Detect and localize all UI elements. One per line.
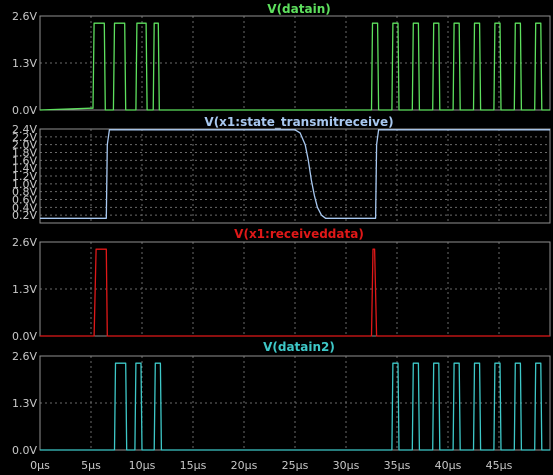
- y-tick-label: 2.4V: [12, 123, 37, 136]
- y-tick-label: 0.0V: [12, 104, 37, 117]
- x-tick-label: 10µs: [129, 459, 156, 472]
- x-tick-label: 15µs: [180, 459, 207, 472]
- y-tick-label: 1.8V: [12, 147, 37, 160]
- x-tick-label: 30µs: [333, 459, 360, 472]
- panel-datain: V(datain) 2.6V 1.3V 0.0V: [12, 2, 551, 117]
- x-tick-label: 25µs: [282, 459, 309, 472]
- y-tick-label: 2.6V: [12, 350, 37, 363]
- y-tick-labels: 2.4V2.2V2.0V1.8V1.6V1.4V1.2V1.0V0.8V0.6V…: [12, 123, 37, 222]
- y-tick-label: 2.6V: [12, 236, 37, 249]
- y-tick-label: 2.6V: [12, 10, 37, 23]
- y-tick-label: 0.6V: [12, 194, 37, 207]
- panel-state-transmitreceive: V(x1:state_transmitreceive) 2.4V2.2V2.0V…: [12, 115, 551, 224]
- x-tick-label: 20µs: [231, 459, 258, 472]
- y-tick-label: 2.2V: [12, 131, 37, 144]
- y-tick-labels: 2.6V 1.3V 0.0V: [12, 236, 37, 343]
- y-tick-labels: 2.6V 1.3V 0.0V: [12, 350, 37, 457]
- trace-line: [40, 362, 550, 451]
- trace-line: [40, 129, 550, 219]
- panel-receiveddata: V(x1:receiveddata) 2.6V 1.3V 0.0V: [12, 227, 551, 343]
- y-tick-labels: 2.6V 1.3V 0.0V: [12, 10, 37, 117]
- y-tick-label: 2.0V: [12, 139, 37, 152]
- y-tick-label: 1.6V: [12, 154, 37, 167]
- y-tick-label: 1.3V: [12, 57, 37, 70]
- y-tick-label: 0.0V: [12, 444, 37, 457]
- x-axis-tick-labels: 0µs 5µs 10µs 15µs 20µs 25µs 30µs 35µs 40µs 45µs: [30, 459, 512, 472]
- grid: [39, 128, 550, 223]
- y-tick-label: 0.2V: [12, 209, 37, 222]
- y-tick-label: 1.3V: [12, 283, 37, 296]
- y-tick-label: 1.4V: [12, 162, 37, 175]
- trace-title[interactable]: V(x1:state_transmitreceive): [204, 115, 393, 130]
- trace-title[interactable]: V(datain2): [263, 340, 335, 354]
- y-tick-label: 0.4V: [12, 201, 37, 214]
- trace-title[interactable]: V(x1:receiveddata): [234, 227, 364, 241]
- trace-line: [40, 248, 550, 337]
- x-tick-label: 0µs: [30, 459, 50, 472]
- y-tick-label: 1.3V: [12, 397, 37, 410]
- y-tick-label: 0.0V: [12, 330, 37, 343]
- x-tick-label: 5µs: [81, 459, 101, 472]
- plot-frame: [39, 128, 551, 224]
- x-tick-label: 45µs: [486, 459, 513, 472]
- y-tick-label: 1.2V: [12, 170, 37, 183]
- x-tick-label: 35µs: [384, 459, 411, 472]
- trace-line: [39, 22, 550, 111]
- y-tick-label: 0.8V: [12, 186, 37, 199]
- y-tick-label: 1.0V: [12, 178, 37, 191]
- panel-datain2: V(datain2) 2.6V 1.3V 0.0V: [12, 340, 551, 457]
- trace-title[interactable]: V(datain): [267, 2, 330, 16]
- x-tick-label: 40µs: [435, 459, 462, 472]
